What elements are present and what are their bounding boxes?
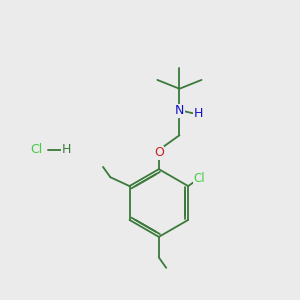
Text: Cl: Cl <box>31 143 43 157</box>
Text: Cl: Cl <box>194 172 205 185</box>
Text: H: H <box>193 107 203 120</box>
Text: O: O <box>154 146 164 159</box>
Text: N: N <box>175 104 184 117</box>
Text: H: H <box>61 143 71 157</box>
